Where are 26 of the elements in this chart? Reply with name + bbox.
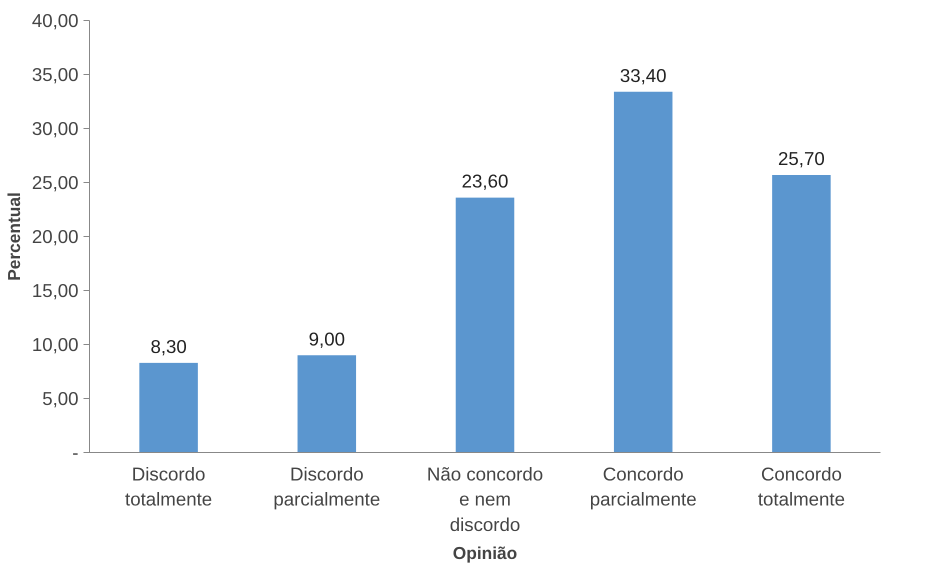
x-tick-label: Discordo totalmente: [125, 464, 212, 510]
bar: [139, 362, 198, 452]
y-tick-label: 20,00: [32, 226, 78, 247]
data-label: 25,70: [778, 148, 825, 169]
bar: [772, 174, 831, 452]
y-tick-label: 25,00: [32, 172, 78, 193]
x-tick-label: Concordo totalmente: [758, 464, 845, 510]
y-tick-label: 30,00: [32, 118, 78, 139]
y-tick-label: 40,00: [32, 10, 78, 31]
data-label: 23,60: [462, 170, 508, 192]
x-axis-title: Opinião: [452, 542, 518, 563]
y-axis-title: Percentual: [4, 192, 24, 281]
data-label: 9,00: [308, 328, 345, 350]
y-tick-label: 35,00: [32, 64, 78, 85]
data-label: 33,40: [620, 64, 667, 86]
x-tick-label: Discordo parcialmente: [273, 464, 380, 510]
x-tick-label: Não concordo e nem discordo: [426, 464, 544, 535]
bar: [456, 198, 514, 452]
y-tick-label: 15,00: [32, 280, 78, 301]
bar: [614, 92, 672, 452]
bar: [298, 355, 356, 452]
y-tick-label: -: [72, 442, 79, 463]
x-tick-label: Concordo parcialmente: [590, 464, 697, 510]
y-tick-label: 5,00: [42, 388, 78, 409]
y-tick-label: 10,00: [32, 334, 78, 355]
data-label: 8,30: [150, 336, 187, 357]
